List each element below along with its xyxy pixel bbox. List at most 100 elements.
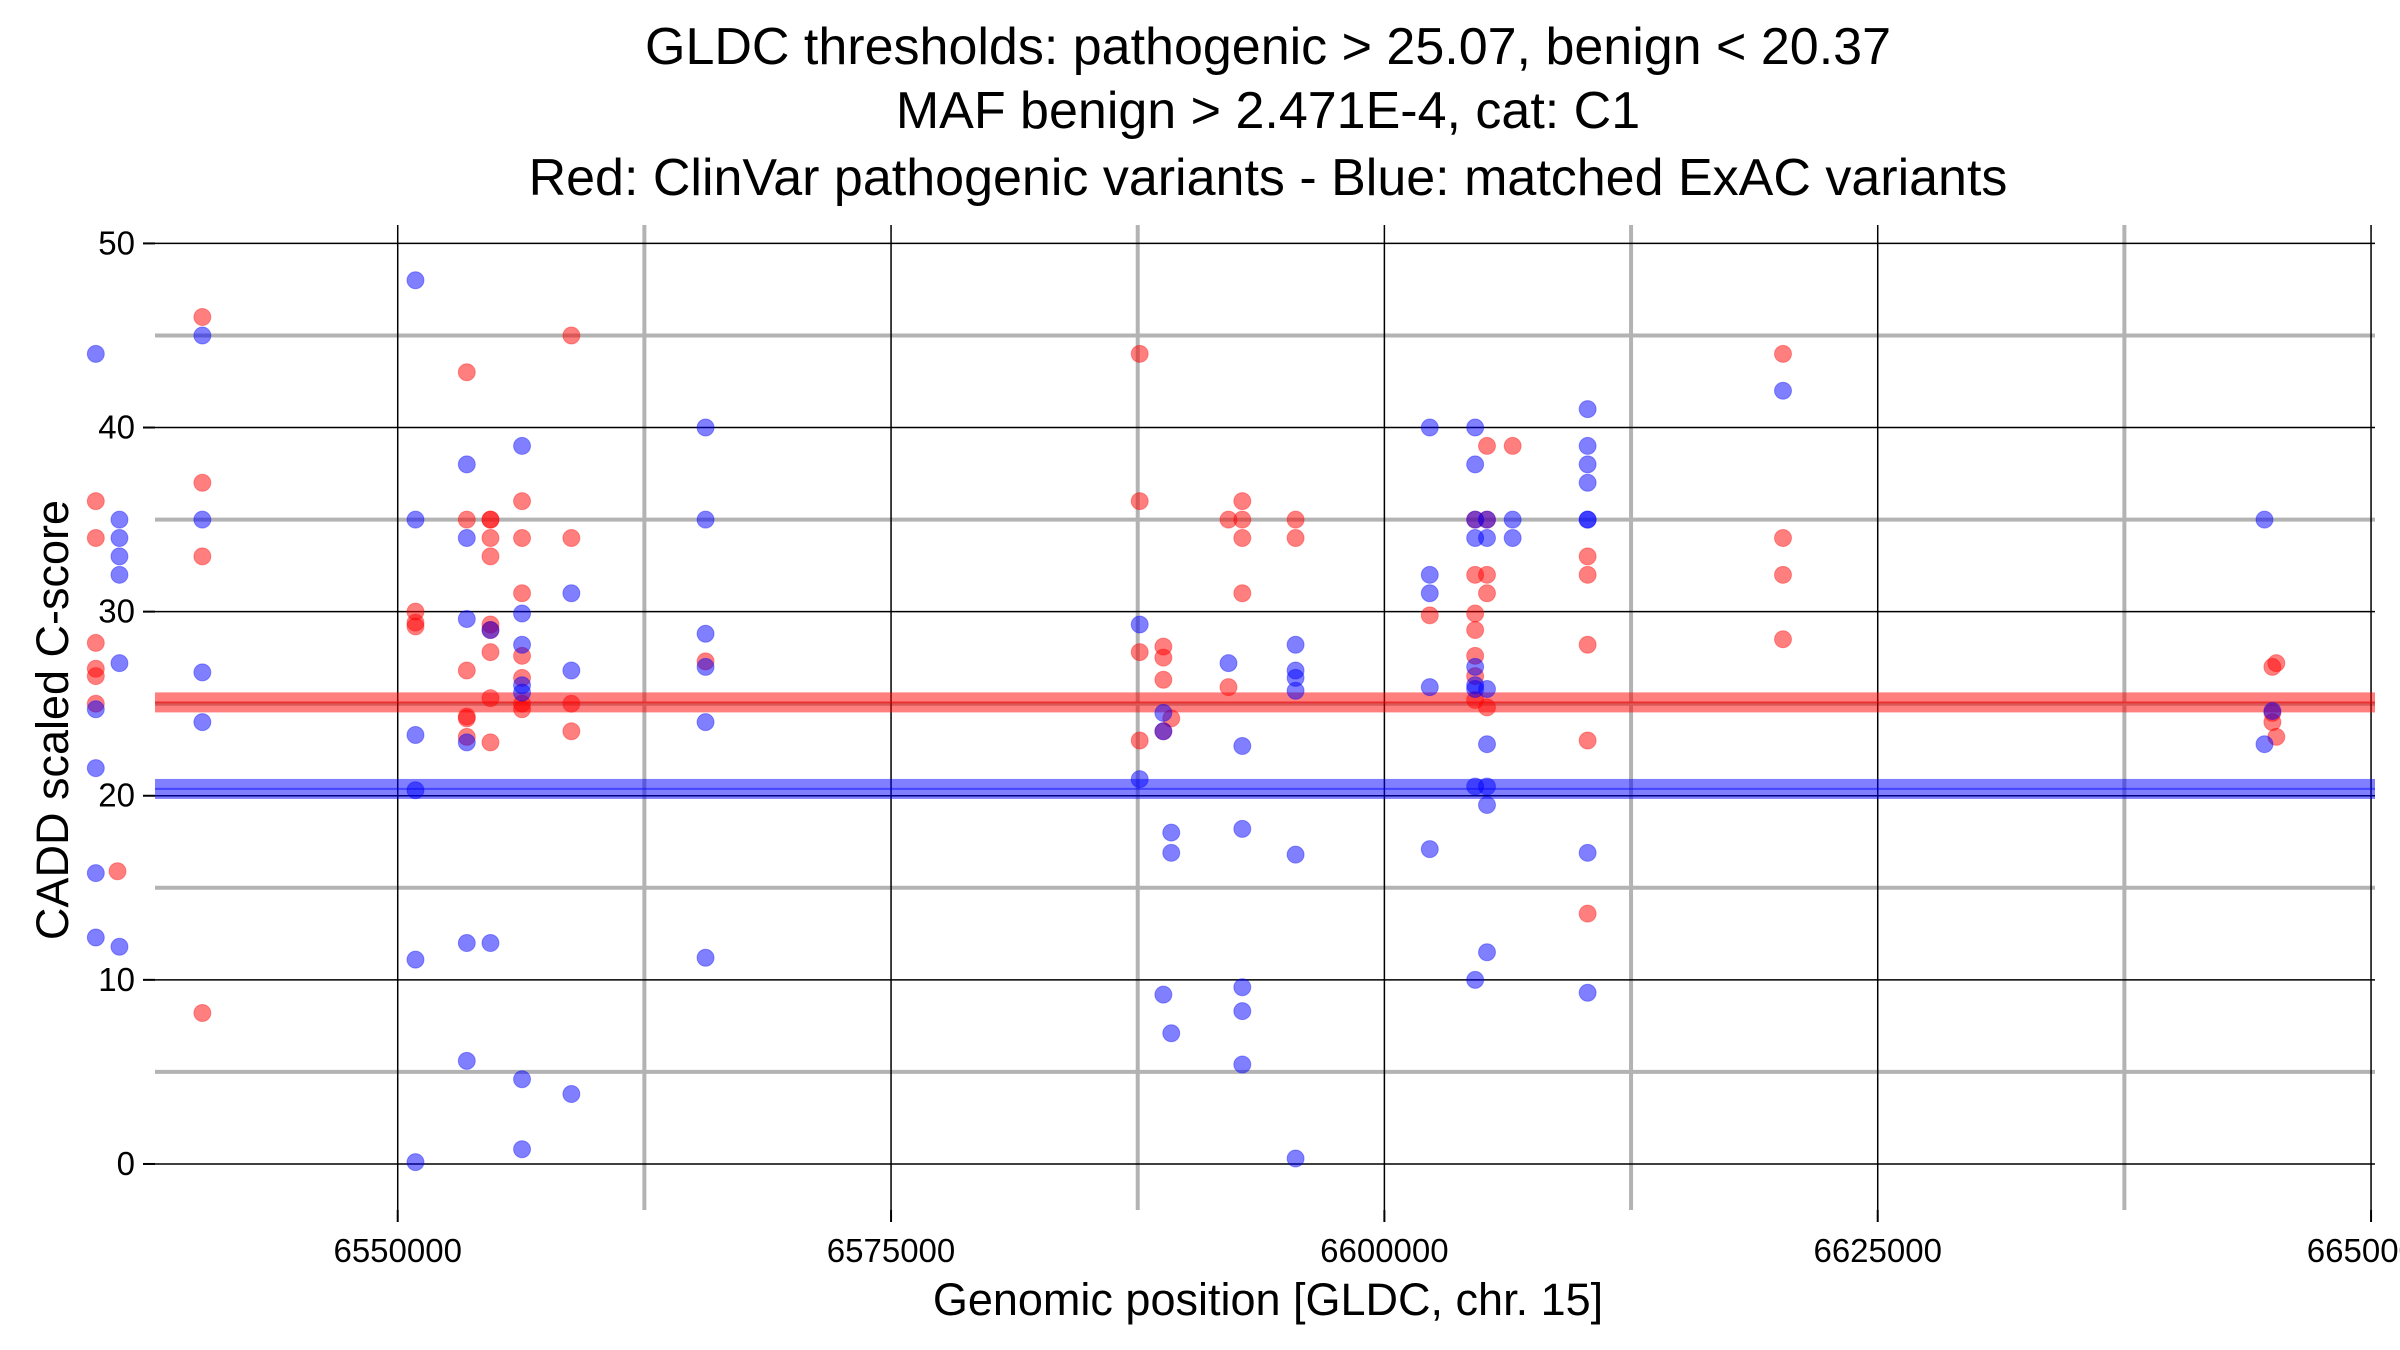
minor-gridlines: [155, 225, 2375, 1210]
data-point: [110, 510, 129, 529]
data-point: [1478, 777, 1496, 796]
data-point: [193, 547, 212, 566]
data-point: [1578, 436, 1597, 455]
x-axis-label: Genomic position [GLDC, chr. 15]: [933, 1274, 1603, 1325]
data-point: [2263, 702, 2282, 721]
data-point: [1162, 1024, 1181, 1043]
data-point: [86, 700, 105, 719]
data-point: [562, 528, 581, 547]
data-point: [1233, 510, 1252, 529]
y-tick-label: 0: [117, 1145, 135, 1182]
data-point: [481, 510, 500, 529]
data-point: [1478, 436, 1496, 455]
data-point: [562, 694, 581, 713]
data-point: [1478, 565, 1496, 584]
data-point: [1154, 722, 1173, 741]
data-point: [513, 635, 532, 654]
y-tick-label: 30: [98, 593, 135, 630]
data-point: [86, 492, 105, 511]
data-point: [481, 733, 500, 752]
data-point: [86, 864, 105, 883]
data-point: [1130, 492, 1149, 511]
series-pathogenic: [86, 308, 2286, 1022]
data-point: [1774, 630, 1792, 649]
data-point: [696, 624, 715, 643]
data-point: [457, 661, 476, 680]
x-tick-label: 6625000: [1813, 1232, 1941, 1269]
data-point: [513, 683, 532, 702]
data-point: [193, 1004, 212, 1022]
data-point: [193, 308, 212, 327]
data-point: [1478, 584, 1496, 603]
data-point: [1478, 698, 1496, 717]
data-point: [110, 528, 129, 547]
data-point: [1233, 492, 1252, 511]
data-point: [1466, 604, 1485, 623]
data-point: [696, 657, 715, 676]
title-line-2: MAF benign > 2.471E-4, cat: C1: [896, 82, 1640, 140]
data-point: [1578, 400, 1597, 419]
data-point: [1162, 823, 1181, 842]
data-point: [1578, 983, 1597, 1002]
data-point: [1420, 565, 1439, 584]
data-point: [110, 565, 129, 584]
x-tick-label: 6550000: [333, 1232, 461, 1269]
data-point: [1154, 670, 1173, 689]
axes: 0 10 20 30 40 50 6550000 6575000 6600000 6625000 6…: [98, 224, 2400, 1269]
data-point: [406, 1153, 425, 1172]
data-point: [696, 418, 715, 437]
data-point: [457, 610, 476, 628]
data-point: [1420, 678, 1439, 697]
y-axis-label: CADD scaled C-score: [27, 500, 78, 940]
data-point: [1286, 635, 1305, 654]
data-point: [457, 1051, 476, 1070]
data-point: [513, 528, 532, 547]
y-tick-label: 40: [98, 409, 135, 446]
data-point: [1466, 970, 1485, 989]
data-point: [1286, 1149, 1305, 1168]
data-point: [457, 363, 476, 382]
data-point: [2255, 735, 2274, 754]
data-point: [1233, 978, 1252, 997]
data-point: [1286, 510, 1305, 529]
data-point: [1219, 678, 1238, 697]
data-point: [86, 928, 105, 947]
data-point: [2255, 510, 2274, 529]
data-point: [1154, 648, 1173, 667]
data-point: [108, 862, 127, 881]
data-point: [1774, 381, 1792, 400]
data-point: [86, 667, 105, 686]
data-point: [481, 643, 500, 662]
data-point: [457, 510, 476, 529]
data-point: [1578, 843, 1597, 862]
data-point: [1130, 344, 1149, 363]
data-point: [1130, 770, 1149, 789]
data-point: [1420, 584, 1439, 603]
y-tick-label: 20: [98, 777, 135, 814]
major-gridlines: [155, 225, 2375, 1210]
data-point: [1154, 703, 1173, 722]
data-point: [1233, 1055, 1252, 1074]
data-point: [1478, 528, 1496, 547]
data-point: [1286, 845, 1305, 864]
data-point: [1578, 473, 1597, 492]
data-point: [513, 700, 532, 719]
data-point: [193, 663, 212, 682]
data-point: [1578, 635, 1597, 654]
data-point: [1286, 681, 1305, 700]
x-tick-label: 6650000: [2307, 1232, 2400, 1269]
data-point: [1478, 795, 1496, 814]
data-point: [1578, 904, 1597, 923]
data-point: [513, 436, 532, 455]
data-point: [1130, 731, 1149, 750]
threshold-band-benign: [155, 778, 2375, 799]
data-point: [1466, 418, 1485, 437]
data-point: [696, 948, 715, 967]
data-point: [1478, 943, 1496, 962]
data-point: [1233, 737, 1252, 756]
data-point: [562, 661, 581, 680]
data-point: [481, 934, 500, 953]
data-point: [1154, 985, 1173, 1004]
data-point: [86, 759, 105, 778]
